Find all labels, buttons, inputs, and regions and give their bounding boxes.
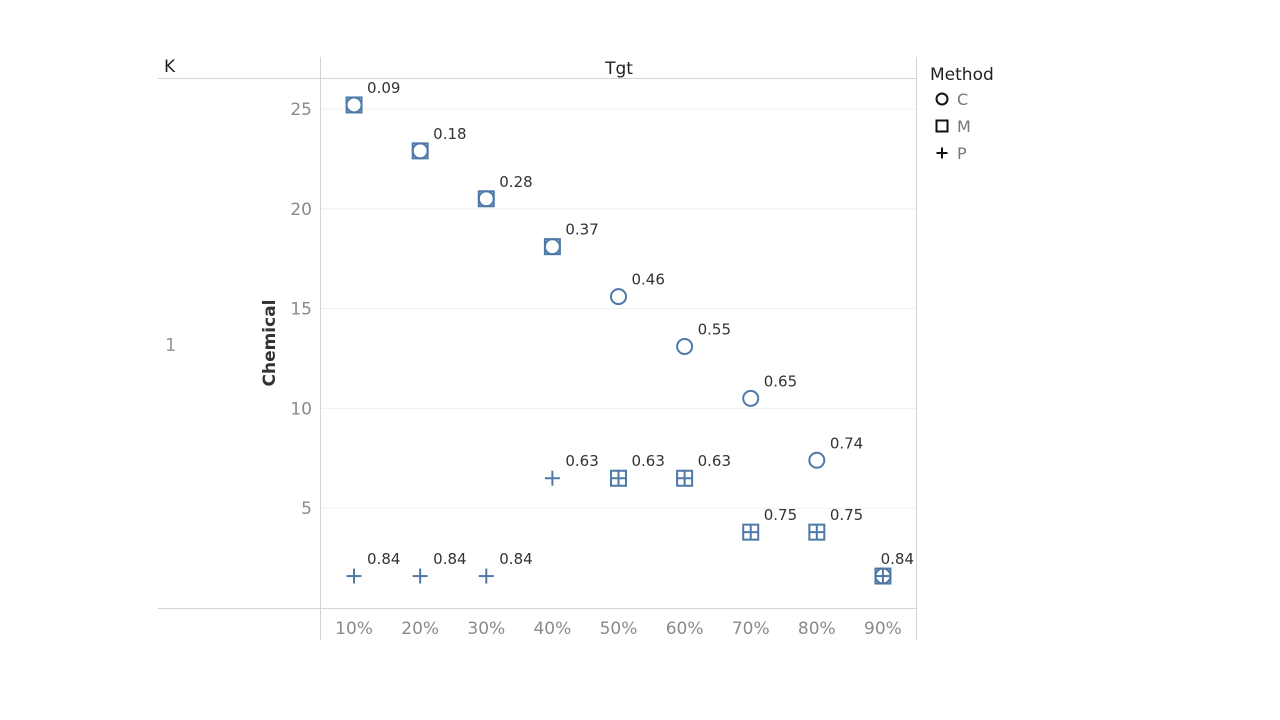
legend: Method CMP — [930, 65, 994, 163]
y-axis-label: Chemical — [260, 299, 280, 386]
row-header: K — [164, 57, 176, 77]
legend-title: Method — [930, 65, 994, 85]
data-label: 0.65 — [764, 372, 797, 390]
data-point-c — [411, 142, 429, 160]
y-tick-label: 10 — [290, 399, 312, 419]
data-point-p — [346, 568, 362, 584]
x-tick-label: 10% — [335, 619, 373, 639]
x-tick-label: 90% — [864, 619, 902, 639]
data-label: 0.55 — [698, 320, 731, 338]
y-tick-label: 5 — [301, 499, 312, 519]
row-value: 1 — [165, 335, 176, 356]
x-tick-label: 40% — [533, 619, 571, 639]
data-point-p — [478, 568, 494, 584]
data-point-p — [743, 524, 759, 540]
column-header: Tgt — [604, 59, 633, 79]
data-label: 0.84 — [881, 550, 914, 568]
data-label: 0.63 — [565, 452, 598, 470]
data-point-m — [543, 238, 561, 256]
x-tick-label: 30% — [467, 619, 505, 639]
data-label: 0.37 — [565, 221, 598, 239]
data-label: 0.18 — [433, 125, 466, 143]
x-tick-label: 20% — [401, 619, 439, 639]
x-tick-label: 50% — [600, 619, 638, 639]
x-axis-ticks: 10% 20% 30% 40% 50% 60% 70% 80% 90% — [335, 619, 902, 639]
data-label: 0.84 — [433, 550, 466, 568]
data-label: 0.63 — [632, 452, 665, 470]
data-point-c — [808, 451, 826, 469]
data-point-p — [677, 470, 693, 486]
data-point-m — [477, 190, 495, 208]
legend-label: M — [957, 117, 971, 136]
data-label: 0.28 — [499, 173, 532, 191]
data-point-c — [742, 389, 760, 407]
data-point-c — [477, 190, 495, 208]
data-label: 0.46 — [632, 271, 665, 289]
data-point-c — [610, 288, 627, 306]
data-point-p — [875, 568, 891, 584]
data-label: 0.63 — [698, 452, 731, 470]
x-tick-label: 70% — [732, 619, 770, 639]
legend-symbol-p — [936, 147, 948, 159]
data-point-p — [412, 568, 428, 584]
data-point-m — [345, 96, 363, 114]
data-point-c — [543, 238, 561, 256]
data-labels: 0.09 0.18 0.28 0.37 0.46 0.55 0.65 0.74 0.63 0.63… — [367, 79, 914, 568]
x-tick-label: 60% — [666, 619, 704, 639]
legend-label: C — [957, 90, 968, 109]
data-point-c — [676, 337, 694, 355]
data-label: 0.84 — [499, 550, 532, 568]
data-label: 0.09 — [367, 79, 400, 97]
y-tick-label: 25 — [290, 100, 312, 120]
data-label: 0.75 — [764, 506, 797, 524]
data-point-p — [544, 470, 560, 486]
legend-label: P — [957, 144, 967, 163]
data-point-p — [611, 470, 626, 486]
y-tick-label: 15 — [290, 300, 312, 320]
y-axis-ticks: 5 10 15 20 25 — [290, 100, 312, 519]
data-point-c — [345, 96, 363, 114]
legend-symbol-m — [935, 119, 949, 133]
gridlines — [321, 108, 916, 509]
y-tick-label: 20 — [290, 200, 312, 220]
data-point-m — [411, 142, 429, 160]
data-point-p — [809, 524, 825, 540]
x-tick-label: 80% — [798, 619, 836, 639]
data-label: 0.74 — [830, 434, 863, 452]
data-points — [345, 96, 892, 585]
data-label: 0.84 — [367, 550, 400, 568]
legend-symbol-c — [935, 92, 949, 106]
data-label: 0.75 — [830, 506, 863, 524]
